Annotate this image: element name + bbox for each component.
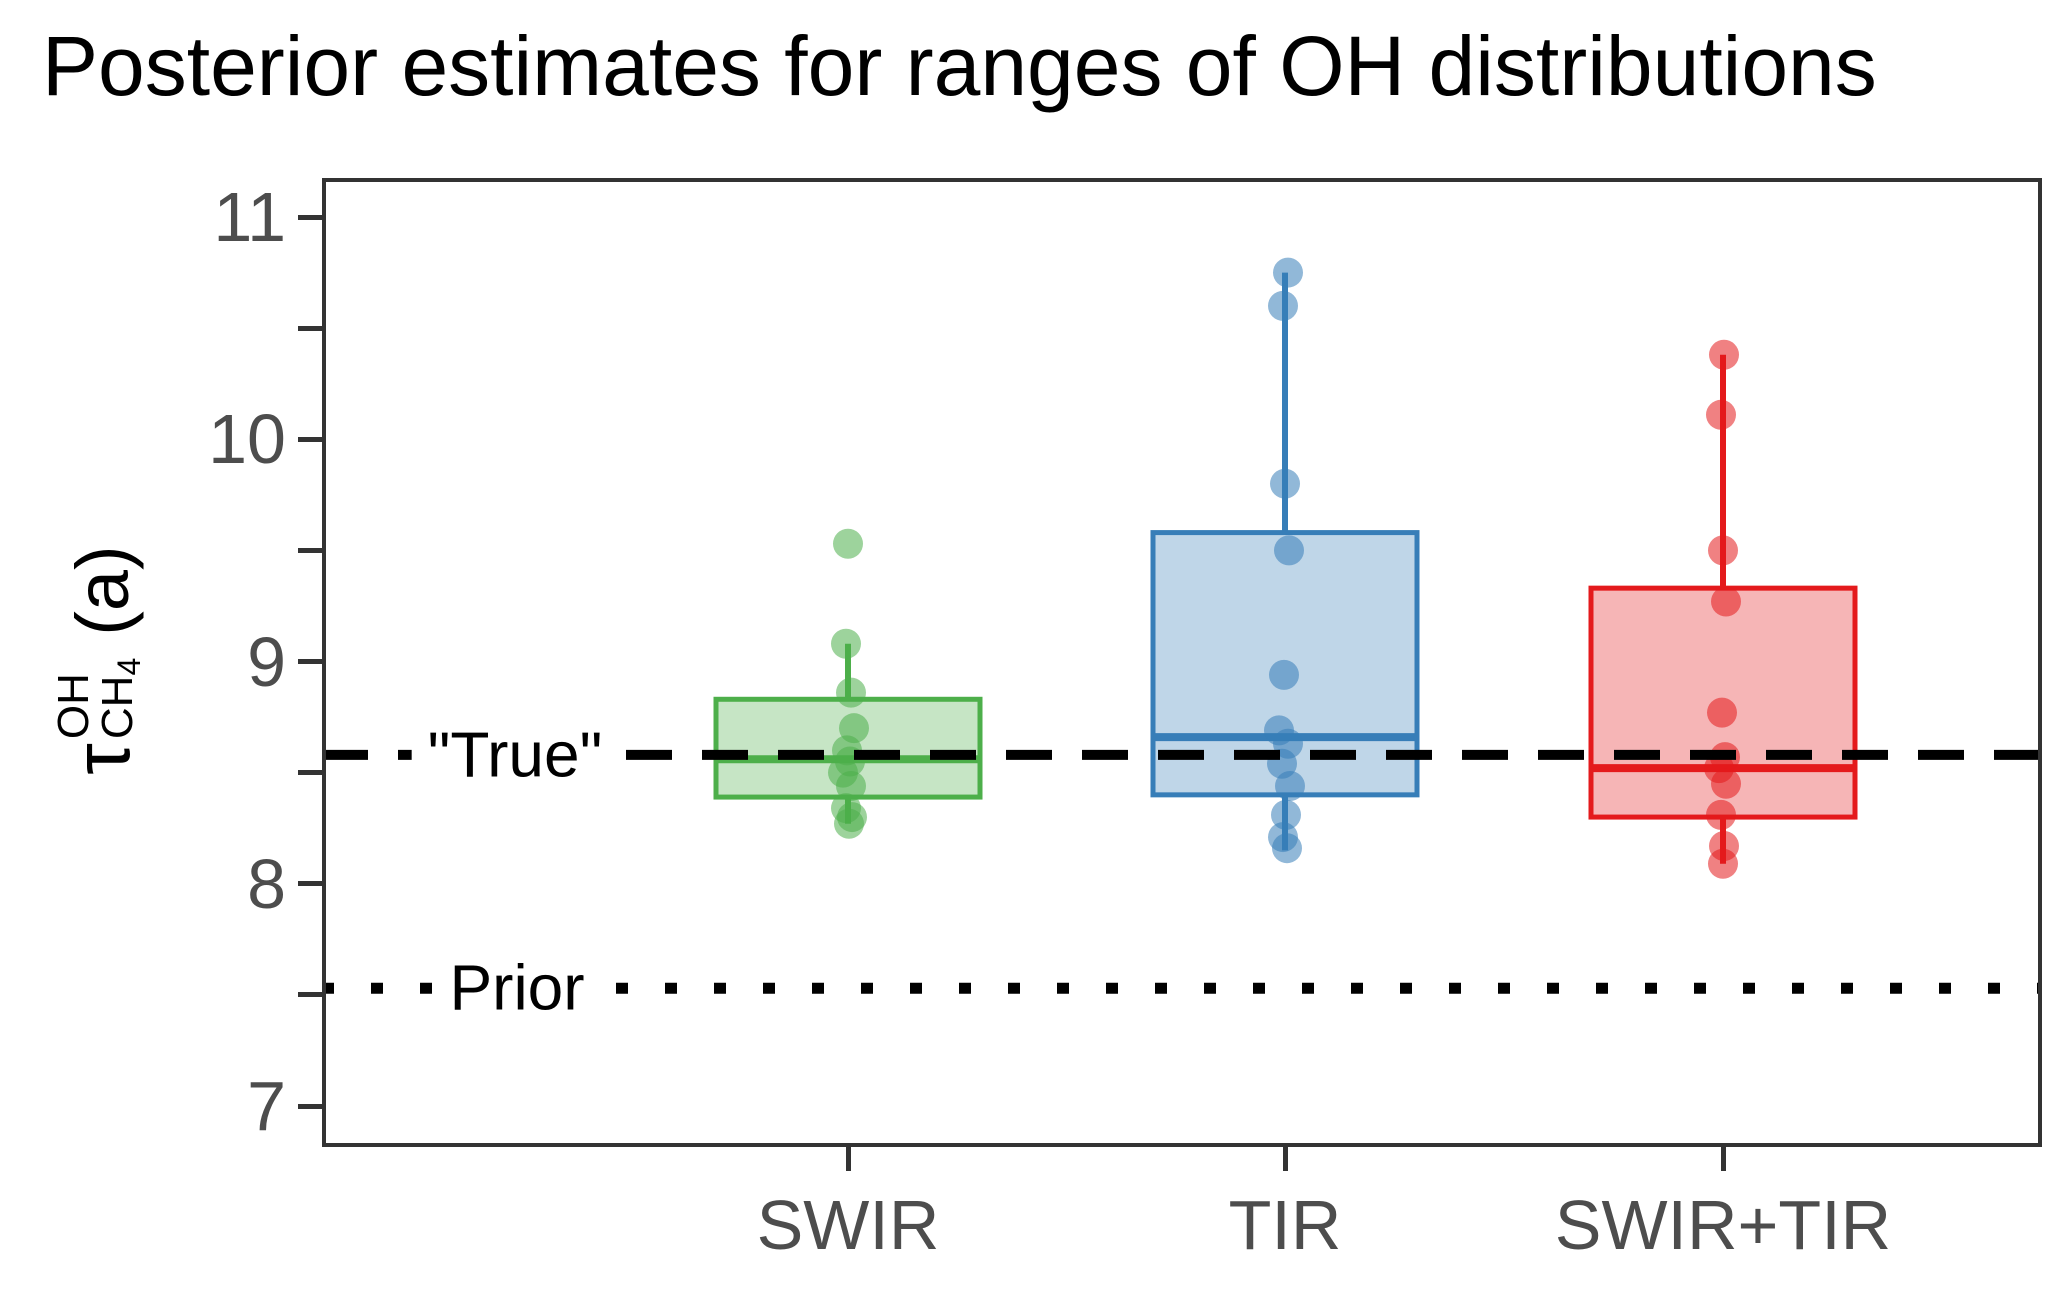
ensemble-point [1711, 586, 1741, 617]
ensemble-point [1268, 290, 1298, 321]
ensemble-point [1275, 770, 1305, 801]
y-minor-tick [298, 770, 322, 776]
y-minor-tick [298, 325, 322, 331]
x-tick [1282, 1147, 1288, 1171]
ensemble-point [1271, 799, 1301, 830]
x-tick [1720, 1147, 1726, 1171]
ensemble-point [1272, 833, 1302, 864]
y-tick-label: 7 [247, 1067, 286, 1145]
ensemble-point [834, 808, 864, 839]
y-major-tick [298, 659, 322, 664]
ensemble-point [1709, 339, 1739, 370]
ensemble-point [1274, 535, 1304, 566]
prior-reference-label: Prior [433, 952, 601, 1024]
y-tick-label: 9 [247, 622, 286, 701]
ensemble-point [831, 628, 861, 659]
y-tick-label: 11 [213, 178, 286, 256]
ensemble-point [836, 677, 866, 708]
x-tick-label-swir-tir: SWIR+TIR [1554, 1186, 1892, 1264]
ensemble-point [1270, 468, 1300, 499]
y-minor-tick [298, 992, 322, 998]
x-tick-label-swir: SWIR [756, 1186, 940, 1264]
x-tick [845, 1147, 851, 1171]
ensemble-point [1273, 257, 1303, 288]
x-tick-label-tir: TIR [1228, 1186, 1342, 1264]
ensemble-point [833, 528, 863, 559]
y-tick-label: 8 [247, 844, 286, 923]
ensemble-point [1707, 697, 1737, 728]
y-major-tick [298, 881, 322, 887]
y-axis-tau-symbol: τ [57, 743, 146, 775]
boxplot-group-tir [1150, 257, 1420, 864]
y-major-tick [298, 214, 322, 220]
y-tick-label: 10 [208, 400, 286, 479]
panel-border [322, 178, 2042, 1147]
panel-background [322, 178, 2042, 1147]
ensemble-point [1708, 535, 1738, 566]
y-minor-tick [298, 547, 322, 553]
boxplot-group-swir-tir [1588, 339, 1858, 879]
ensemble-point [1711, 768, 1741, 799]
true-reference-label: "True" [411, 719, 619, 791]
y-major-tick [298, 1103, 322, 1109]
ensemble-point [1706, 799, 1736, 830]
plot-panel [322, 178, 2042, 1147]
ensemble-point [1269, 659, 1299, 690]
y-major-tick [298, 436, 322, 442]
ensemble-point [1706, 399, 1736, 430]
chart-title: Posterior estimates for ranges of OH dis… [42, 19, 1877, 113]
ensemble-point [1708, 848, 1738, 879]
